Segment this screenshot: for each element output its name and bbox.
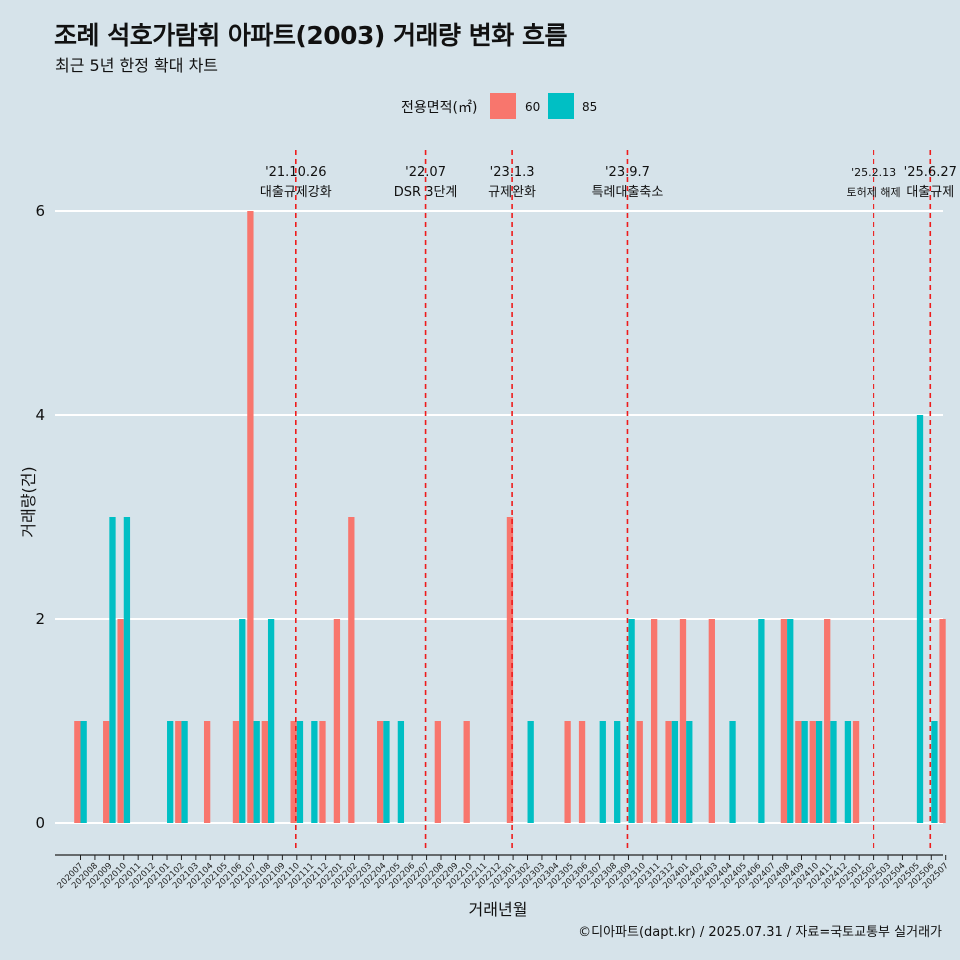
bar-85-202401 (686, 721, 693, 823)
y-tick-label: 4 (35, 406, 45, 424)
event-name-label: 대출규제 (906, 185, 954, 200)
bar-60-202312 (665, 721, 672, 823)
bar-60-202410 (809, 721, 816, 823)
bar-60-202507 (939, 619, 946, 823)
bar-60-202010 (117, 619, 124, 823)
bar-85-202101 (167, 721, 174, 823)
bar-60-202201 (333, 619, 341, 823)
event-name-label: 대출규제강화 (260, 185, 332, 200)
event-name-label: 규제완화 (488, 185, 536, 200)
bar-60-202107 (247, 211, 254, 823)
bar-60-202110 (290, 721, 297, 823)
bar-60-202204 (377, 721, 384, 823)
legend-swatch-85 (548, 93, 574, 119)
bar-60-202106 (232, 721, 240, 823)
bar-85-202111 (311, 721, 318, 823)
bar-85-202410 (815, 721, 823, 823)
bar-60-202401 (679, 619, 687, 823)
event-date-label: '21.10.26 (265, 165, 326, 180)
bar-85-202205 (397, 721, 405, 823)
bar-60-202408 (780, 619, 788, 823)
bar-85-202102 (181, 721, 188, 823)
bar-60-202202 (348, 517, 355, 823)
bar-85-202408 (787, 619, 794, 823)
bar-85-202404 (729, 721, 736, 823)
y-tick-label: 2 (35, 610, 45, 628)
legend-swatch-60 (490, 93, 516, 119)
source-caption: ©디아파트(dapt.kr) / 2025.07.31 / 자료=국토교통부 실… (578, 925, 942, 940)
event-name-label: 특례대출축소 (592, 185, 664, 200)
bar-60-202411 (824, 619, 831, 823)
chart-title: 조례 석호가람휘 아파트(2003) 거래량 변화 흐름 (54, 21, 567, 50)
bar-85-202412 (844, 721, 852, 823)
y-axis-title: 거래량(건) (19, 466, 38, 537)
event-date-label: '23.9.7 (605, 165, 650, 180)
bar-60-202501 (852, 721, 860, 823)
y-tick-label: 0 (35, 814, 45, 832)
event-name-label: DSR 3단계 (394, 185, 458, 200)
event-date-label: '25.2.13 (851, 166, 896, 179)
bar-85-202204 (383, 721, 390, 823)
bar-60-202112 (319, 721, 326, 823)
bar-85-202108 (267, 619, 275, 823)
bar-60-202208 (434, 721, 441, 823)
bar-60-202310 (636, 721, 643, 823)
event-name-label: 토허제 해제 (847, 185, 901, 199)
legend-title: 전용면적(㎡) (401, 100, 478, 116)
bar-85-202506 (931, 721, 938, 823)
legend: 전용면적(㎡) 60 85 (0, 93, 960, 121)
bar-85-202307 (599, 721, 606, 823)
bar-60-202210 (463, 721, 470, 823)
chart-subtitle: 최근 5년 한정 확대 차트 (55, 56, 219, 75)
y-tick-label: 6 (35, 202, 45, 220)
bar-85-202406 (758, 619, 765, 823)
x-axis-title: 거래년월 (469, 900, 528, 919)
bar-85-202110 (296, 721, 304, 823)
bar-60-202104 (203, 721, 211, 823)
bar-85-202007 (80, 721, 87, 823)
legend-label-60: 60 (525, 100, 541, 114)
bar-85-202309 (628, 619, 635, 823)
bar-85-202302 (527, 721, 534, 823)
bar-60-202009 (103, 721, 110, 823)
bar-85-202312 (671, 721, 679, 823)
bar-85-202009 (109, 517, 116, 823)
legend-label-85: 85 (582, 100, 598, 114)
bar-60-202311 (651, 619, 658, 823)
bar-60-202007 (74, 721, 81, 823)
bar-85-202106 (239, 619, 246, 823)
bar-60-202102 (175, 721, 182, 823)
event-date-label: '22.07 (405, 165, 446, 180)
bar-85-202308 (614, 721, 621, 823)
bar-60-202301 (506, 517, 514, 823)
bar-60-202409 (795, 721, 802, 823)
event-date-label: '23.1.3 (490, 165, 535, 180)
bar-60-202306 (578, 721, 586, 823)
bar-60-202305 (564, 721, 571, 823)
bar-85-202411 (830, 721, 837, 823)
bar-85-202505 (916, 415, 924, 823)
bar-60-202108 (261, 721, 268, 823)
bar-85-202409 (801, 721, 808, 823)
event-date-label: '25.6.27 (904, 165, 957, 180)
bar-85-202010 (123, 517, 131, 823)
bar-60-202403 (708, 619, 715, 823)
bar-85-202107 (253, 721, 260, 823)
